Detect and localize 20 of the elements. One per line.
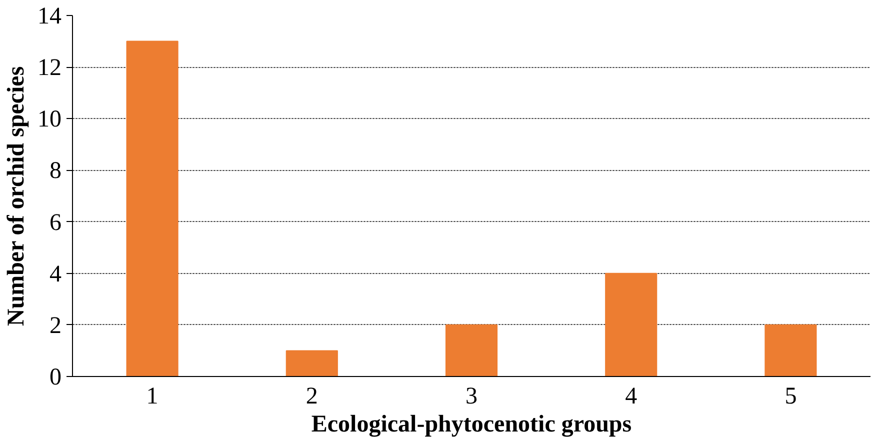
y-tick-label: 10 xyxy=(38,106,62,133)
bar xyxy=(764,324,817,376)
x-tick-label: 5 xyxy=(784,384,797,410)
y-tick-label: 14 xyxy=(38,4,62,30)
y-axis-title: Number of orchid species xyxy=(4,66,30,326)
y-tick-label: 0 xyxy=(50,364,62,390)
y-tick-label: 6 xyxy=(50,210,62,236)
bar xyxy=(126,40,178,376)
bar xyxy=(605,272,658,376)
x-tick-label: 2 xyxy=(306,384,318,410)
y-tick-label: 2 xyxy=(50,312,62,339)
y-tick-label: 12 xyxy=(38,55,62,82)
y-tick-label: 4 xyxy=(50,261,62,288)
x-tick-label: 4 xyxy=(625,384,638,410)
y-tick-label: 8 xyxy=(50,158,62,184)
x-tick-label: 1 xyxy=(146,384,158,410)
x-tick-label: 3 xyxy=(466,384,478,410)
bar xyxy=(445,324,498,376)
bar xyxy=(286,350,338,376)
x-axis-title: Ecological-phytocenotic groups xyxy=(311,412,632,438)
